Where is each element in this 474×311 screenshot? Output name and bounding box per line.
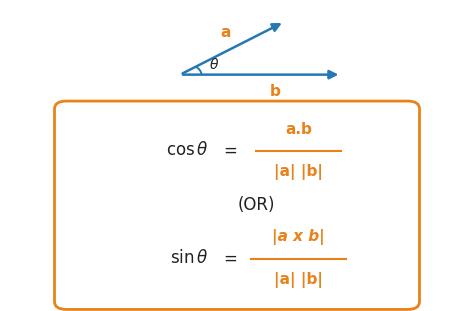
- Text: $\cos\theta$: $\cos\theta$: [166, 141, 209, 159]
- Text: |a| |b|: |a| |b|: [274, 164, 323, 180]
- FancyBboxPatch shape: [55, 101, 419, 309]
- Text: θ: θ: [210, 58, 218, 72]
- Text: (OR): (OR): [237, 196, 275, 214]
- Text: $=$: $=$: [220, 249, 238, 267]
- Text: a: a: [220, 26, 230, 40]
- Text: b: b: [270, 84, 280, 99]
- Text: $\sin\theta$: $\sin\theta$: [170, 249, 209, 267]
- Text: |a x b|: |a x b|: [272, 229, 325, 245]
- Text: a.b: a.b: [285, 122, 312, 137]
- Text: |a| |b|: |a| |b|: [274, 272, 323, 288]
- Text: $=$: $=$: [220, 141, 238, 159]
